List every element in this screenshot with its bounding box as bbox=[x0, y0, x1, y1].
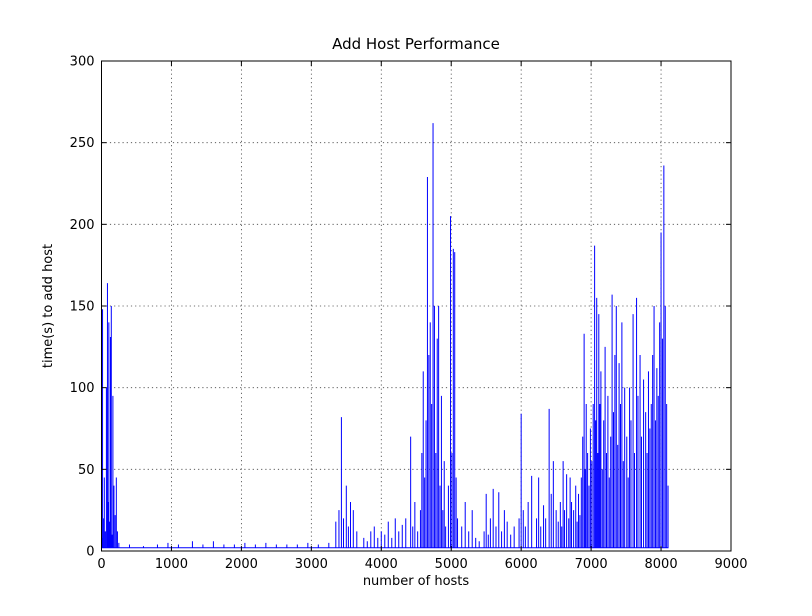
y-tick-label: 0 bbox=[86, 545, 94, 560]
y-tick-label: 200 bbox=[70, 218, 95, 233]
x-tick-label: 4000 bbox=[365, 557, 398, 572]
x-tick-label: 8000 bbox=[645, 557, 678, 572]
y-tick-label: 250 bbox=[70, 136, 95, 151]
x-tick-label: 7000 bbox=[575, 557, 608, 572]
x-tick-label: 6000 bbox=[505, 557, 538, 572]
y-tick-label: 100 bbox=[70, 381, 95, 396]
x-tick-label: 9000 bbox=[714, 557, 747, 572]
x-axis-label: number of hosts bbox=[363, 574, 470, 589]
y-tick-label: 300 bbox=[70, 55, 95, 70]
x-tick-label: 2000 bbox=[225, 557, 258, 572]
y-axis-label: time(s) to add host bbox=[41, 244, 56, 368]
y-tick-label: 50 bbox=[78, 463, 95, 478]
tick-labels: 0 1000 2000 3000 4000 5000 6000 7000 8000 9000 0 50… bbox=[70, 55, 748, 573]
chart-title: Add Host Performance bbox=[332, 35, 500, 53]
x-tick-label: 0 bbox=[97, 557, 105, 572]
data-line bbox=[101, 123, 669, 549]
x-tick-label: 5000 bbox=[435, 557, 468, 572]
axis-ticks bbox=[101, 60, 732, 552]
y-tick-label: 150 bbox=[70, 300, 95, 315]
x-tick-label: 1000 bbox=[155, 557, 188, 572]
x-tick-label: 3000 bbox=[295, 557, 328, 572]
